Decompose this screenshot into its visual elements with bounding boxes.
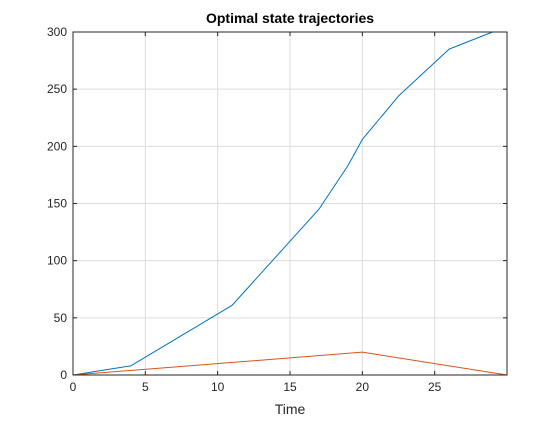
x-axis-label: Time (275, 401, 306, 417)
y-tick-label: 100 (47, 254, 67, 268)
x-tick-label: 5 (142, 380, 149, 394)
y-tick-label: 50 (54, 311, 68, 325)
chart-title: Optimal state trajectories (206, 10, 374, 26)
axes (72, 31, 508, 376)
x-tick-label: 20 (356, 380, 370, 394)
y-tick-label: 300 (47, 25, 67, 39)
y-tick-label: 0 (60, 368, 67, 382)
y-tick-label: 250 (47, 82, 67, 96)
series-line-2 (72, 351, 508, 376)
series-lines (72, 31, 508, 376)
y-tick-label: 200 (47, 139, 67, 153)
x-tick-label: 25 (428, 380, 442, 394)
x-tick-label: 10 (211, 380, 225, 394)
x-tick-label: 0 (70, 380, 77, 394)
y-tick-label: 150 (47, 197, 67, 211)
series-line-1 (72, 31, 507, 376)
x-tick-label: 15 (283, 380, 297, 394)
